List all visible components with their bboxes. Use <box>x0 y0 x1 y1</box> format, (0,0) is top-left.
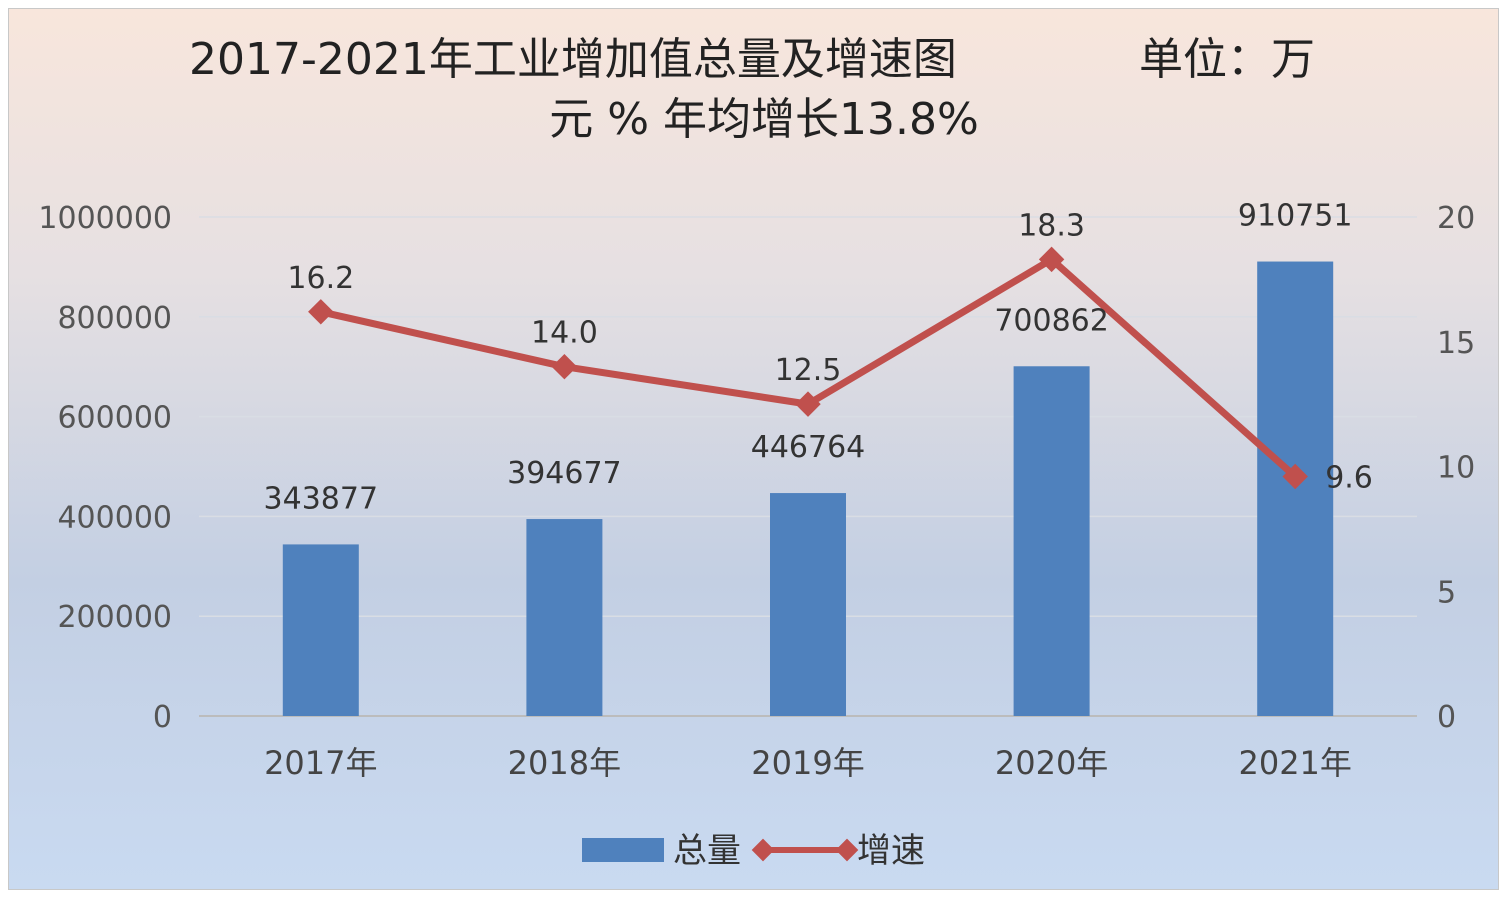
bar-data-label: 700862 <box>994 303 1109 338</box>
bar <box>282 544 359 716</box>
line-marker <box>551 353 578 380</box>
legend-line-marker <box>751 838 775 862</box>
chart-title-unit: 单位：万 <box>1139 34 1315 85</box>
bar <box>1013 366 1090 716</box>
y-right-tick-label: 0 <box>1437 700 1456 735</box>
y-right-tick-label: 20 <box>1437 201 1475 236</box>
legend: 总量 增速 <box>582 831 925 871</box>
y-left-tick-label: 0 <box>153 700 172 735</box>
x-tick-label: 2021年 <box>1238 744 1351 782</box>
y-right-tick-label: 15 <box>1437 326 1475 361</box>
chart-title-line2: 元 % 年均增长13.8% <box>549 94 979 145</box>
data-labels: 343877 394677 446764 700862 910751 16.2 14.0 12… <box>264 199 1373 517</box>
x-tick-label: 2019年 <box>751 744 864 782</box>
y-left-tick-label: 400000 <box>57 500 172 535</box>
y-left-tick-label: 1000000 <box>38 201 172 236</box>
legend-bar-swatch <box>582 838 664 862</box>
y-right-tick-label: 5 <box>1437 575 1456 610</box>
axes: 0 200000 400000 600000 800000 1000000 0 5 10 15 20… <box>38 201 1475 782</box>
y-left-tick-label: 600000 <box>57 401 172 436</box>
x-tick-label: 2020年 <box>995 744 1108 782</box>
line-data-label: 9.6 <box>1325 460 1373 495</box>
line-marker <box>308 299 334 325</box>
chart-frame: 2017-2021年工业增加值总量及增速图 单位：万 元 % 年均增长13.8%… <box>8 8 1499 890</box>
line-data-label: 18.3 <box>1018 208 1085 243</box>
line-marker <box>795 391 821 417</box>
y-left-tick-label: 200000 <box>57 600 172 635</box>
line-data-label: 16.2 <box>287 261 354 296</box>
bar-data-label: 394677 <box>507 456 622 491</box>
legend-line-label: 增速 <box>857 831 925 871</box>
bar-data-label: 343877 <box>264 481 379 516</box>
bar <box>770 493 846 716</box>
x-tick-label: 2017年 <box>264 744 377 782</box>
chart-svg: 2017-2021年工业增加值总量及增速图 单位：万 元 % 年均增长13.8%… <box>38 34 1475 871</box>
bar-series <box>282 261 1334 716</box>
y-right-tick-label: 10 <box>1437 451 1475 486</box>
line-data-label: 12.5 <box>775 353 842 388</box>
bar-data-label: 910751 <box>1238 199 1353 234</box>
y-left-tick-label: 800000 <box>57 301 172 336</box>
x-tick-label: 2018年 <box>508 744 621 782</box>
bar <box>526 519 603 716</box>
legend-bar-label: 总量 <box>673 831 741 871</box>
line-data-label: 14.0 <box>531 316 598 351</box>
chart-title-line1: 2017-2021年工业增加值总量及增速图 <box>189 34 957 85</box>
legend-line-marker <box>835 838 859 862</box>
bar-data-label: 446764 <box>751 430 866 465</box>
